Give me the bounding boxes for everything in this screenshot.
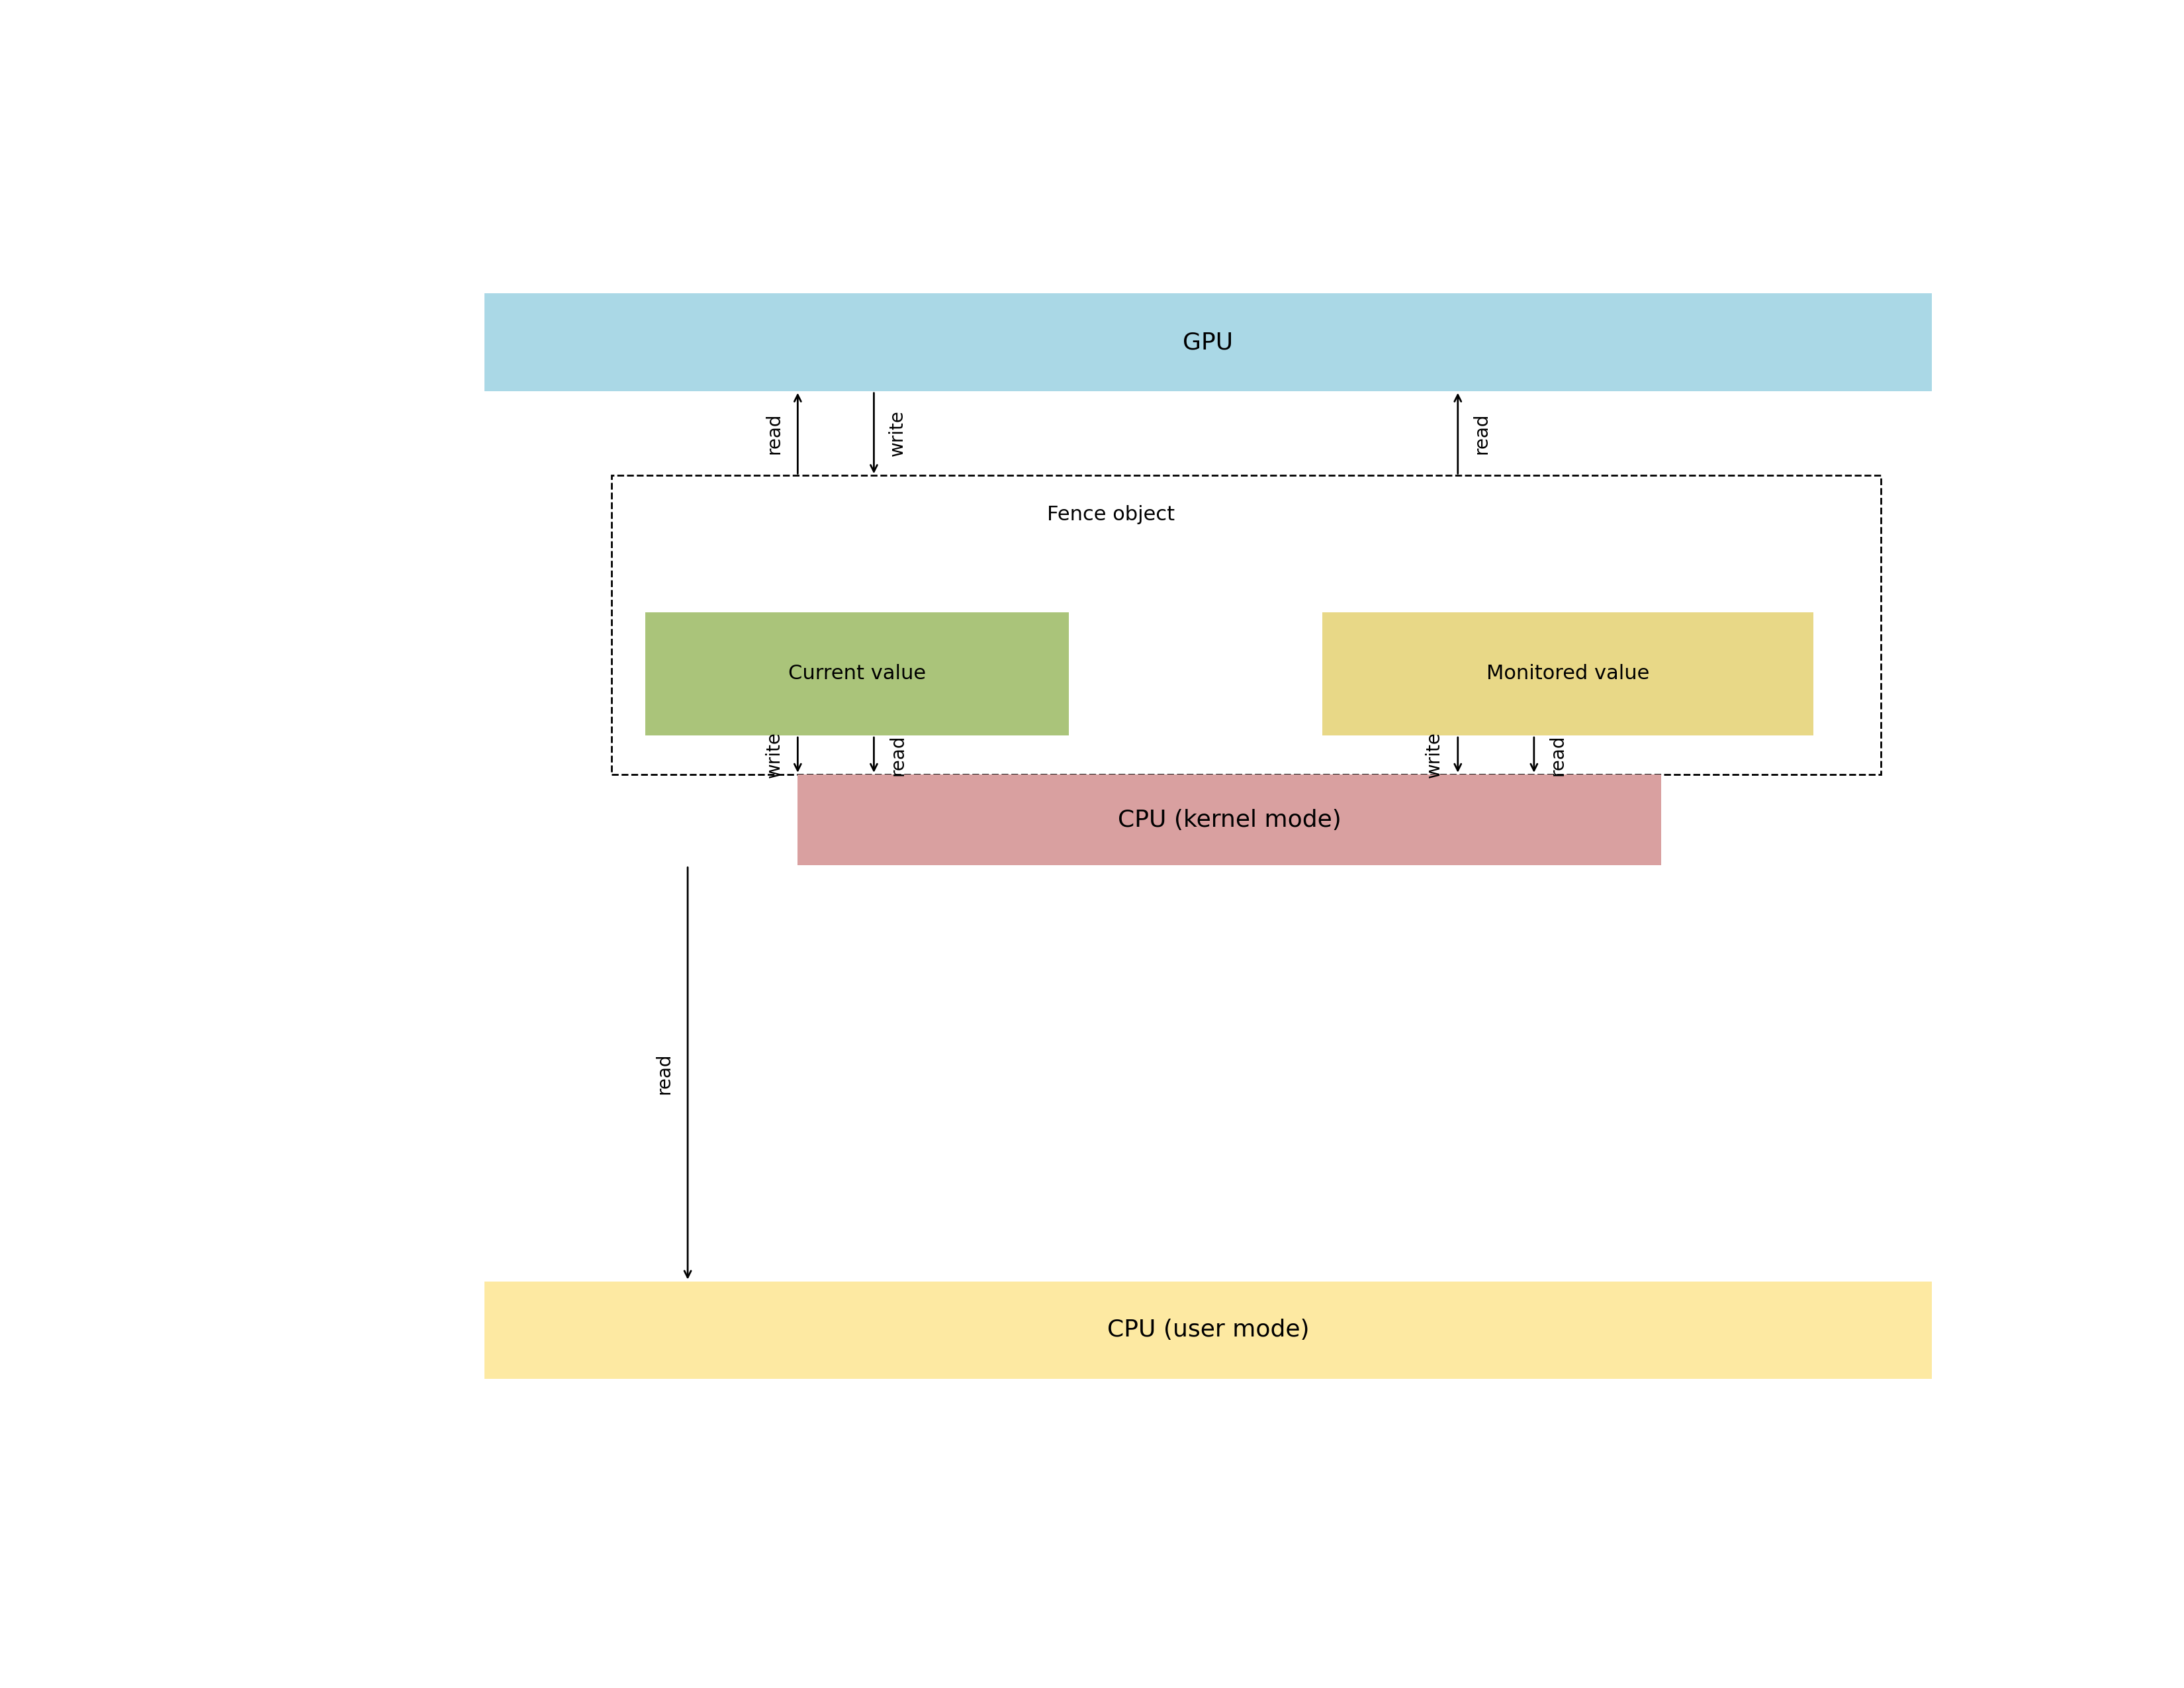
- Bar: [485, 294, 1931, 392]
- Bar: [1324, 613, 1813, 736]
- Bar: [797, 775, 1662, 866]
- Bar: [612, 476, 1880, 775]
- Text: read: read: [889, 734, 906, 776]
- Text: write: write: [1424, 733, 1444, 778]
- Text: read: read: [764, 412, 784, 454]
- Bar: [646, 613, 1068, 736]
- Text: Fence object: Fence object: [1046, 505, 1175, 523]
- Text: read: read: [655, 1053, 673, 1094]
- Text: write: write: [889, 410, 906, 456]
- Text: write: write: [764, 733, 784, 778]
- Text: CPU (user mode): CPU (user mode): [1107, 1318, 1308, 1342]
- Text: GPU: GPU: [1184, 331, 1234, 353]
- Text: read: read: [1472, 412, 1492, 454]
- Bar: [485, 1281, 1931, 1379]
- Text: read: read: [1548, 734, 1566, 776]
- Text: CPU (kernel mode): CPU (kernel mode): [1118, 809, 1341, 830]
- Text: Monitored value: Monitored value: [1487, 663, 1649, 684]
- Text: Current value: Current value: [788, 663, 926, 684]
